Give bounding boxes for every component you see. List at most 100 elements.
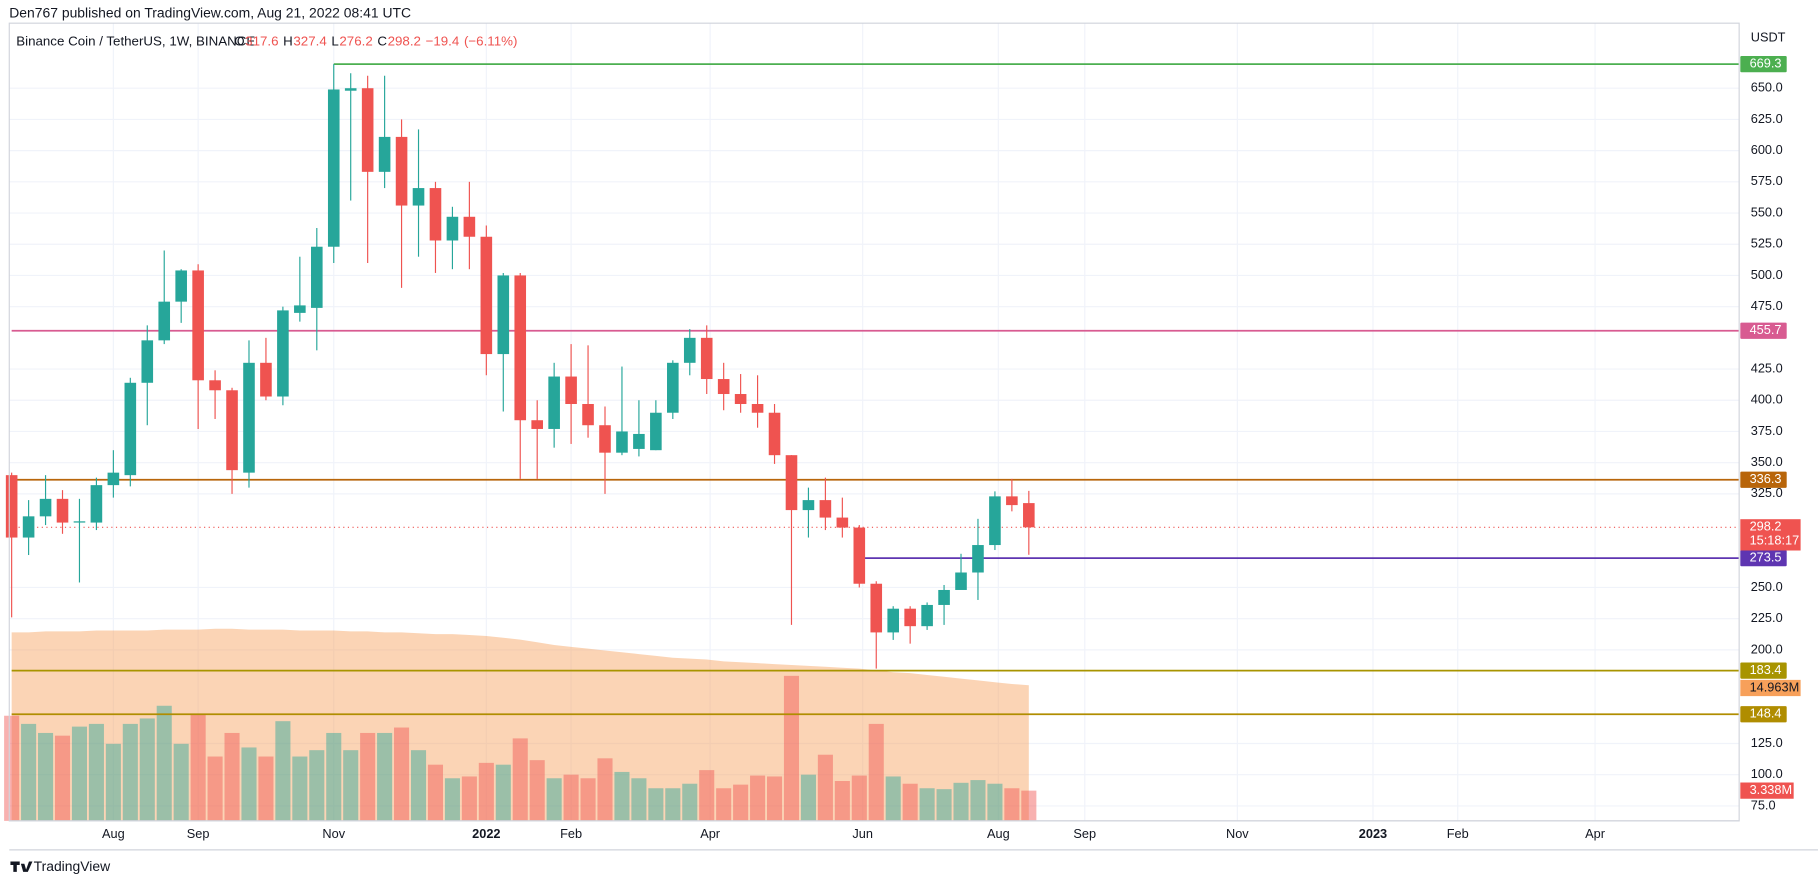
x-tick-label: Feb (560, 826, 582, 841)
volume-bar (4, 715, 20, 821)
volume-bar (173, 743, 189, 821)
candle-body (209, 380, 221, 391)
volume-label: 3.338M (1750, 782, 1793, 797)
x-tick-label: Apr (700, 826, 721, 841)
candle-body (446, 216, 459, 241)
candle-body (819, 500, 832, 518)
candle-body (158, 301, 171, 341)
volume-bar (275, 721, 291, 821)
candle-body (311, 246, 323, 308)
volume-bar (309, 750, 325, 821)
volume-bar (1004, 788, 1020, 821)
volume-bar (292, 756, 308, 821)
candle-body (700, 337, 713, 380)
candle-body (22, 516, 35, 538)
grid (9, 23, 1740, 821)
volume-bar (953, 782, 969, 821)
candle-body (344, 88, 357, 91)
y-tick-label: 225.0 (1751, 610, 1783, 625)
x-tick-label: Apr (1585, 826, 1606, 841)
y-tick-label: 375.0 (1751, 423, 1783, 438)
candle-body (599, 425, 611, 453)
volume-bar (919, 788, 935, 821)
brand-logo (10, 861, 33, 872)
candle-body (768, 412, 781, 456)
volume-bar (495, 764, 511, 821)
ohlc-value: 327.4 (293, 33, 327, 48)
candle-body (955, 572, 967, 590)
y-tick-label: 650.0 (1751, 80, 1783, 95)
ohlc-value: 298.2 (388, 33, 421, 48)
candles (5, 64, 1035, 669)
y-tick-label: 400.0 (1751, 392, 1783, 407)
x-tick-label: Aug (102, 826, 125, 841)
y-tick-label: 350.0 (1751, 454, 1783, 469)
y-tick-label: 475.0 (1751, 298, 1783, 313)
y-tick-label: 200.0 (1751, 641, 1783, 656)
y-tick-label: 100.0 (1751, 766, 1783, 781)
volume-bar (817, 754, 833, 821)
level-label: 273.5 (1750, 550, 1782, 565)
candle-body (667, 362, 679, 413)
candle-body (56, 498, 69, 523)
volume-bar (546, 778, 562, 821)
candle-body (124, 382, 137, 476)
volume-bar (665, 788, 681, 821)
ohlc-letter: L (331, 33, 338, 48)
ohlc-value: 276.2 (339, 33, 372, 48)
volume-bar (614, 771, 630, 821)
volume-bar (699, 770, 715, 821)
candle-body (734, 394, 747, 405)
level-label: 183.4 (1750, 662, 1782, 677)
candle-body (361, 88, 374, 172)
levels (9, 63, 1740, 716)
candle-body (870, 583, 883, 633)
volume-bar (54, 735, 71, 821)
volume-bar (326, 732, 342, 821)
symbol-title: Binance Coin / TetherUS, 1W, BINANCE (16, 33, 255, 48)
candle-body (548, 376, 560, 429)
brand-name: TradingView (34, 858, 111, 874)
candle-body (582, 404, 594, 426)
level-label: 336.3 (1750, 471, 1782, 486)
volume-bar (512, 738, 528, 821)
volume-bar (783, 675, 800, 821)
volume-tag (1740, 782, 1794, 799)
candle-body (175, 270, 187, 302)
candle-body (785, 455, 798, 511)
candle-body (39, 498, 52, 517)
volume-bar (258, 756, 274, 821)
candle-body (531, 420, 543, 429)
ohlc-letter: H (283, 33, 293, 48)
candle-body (802, 500, 815, 511)
volume-bar (343, 750, 359, 821)
y-tick-label: 525.0 (1751, 236, 1783, 251)
volume-bar (529, 760, 545, 821)
candle-body (717, 379, 730, 395)
ohlc-letter: C (377, 33, 387, 48)
brand: TradingView (10, 858, 111, 874)
countdown: 15:18:17 (1750, 533, 1800, 548)
candle-body (497, 275, 510, 355)
level-tag (1740, 550, 1787, 567)
volume-bar (970, 780, 986, 821)
candle-body (192, 270, 204, 381)
volume-bar (461, 776, 477, 821)
candle-body (904, 608, 916, 627)
axes: 75.0 100.0 125.0 200.0 225.0 250.0 325.0 350.0 3… (102, 56, 1801, 841)
volume-bar (360, 732, 376, 821)
candle-body (90, 485, 103, 523)
volume-bar (156, 705, 172, 821)
volume-bar (648, 788, 664, 821)
level-label: 455.7 (1750, 322, 1782, 337)
candle-body (972, 545, 984, 573)
y-tick-label: 600.0 (1751, 142, 1783, 157)
volume-bar (377, 732, 393, 821)
volume-bar (716, 788, 732, 821)
published-note: Den767 published on TradingView.com, Aug… (9, 5, 411, 21)
candle-body (5, 475, 18, 538)
volume-bar (1021, 790, 1037, 821)
volume-bar (427, 764, 444, 821)
candle-body (294, 305, 306, 313)
